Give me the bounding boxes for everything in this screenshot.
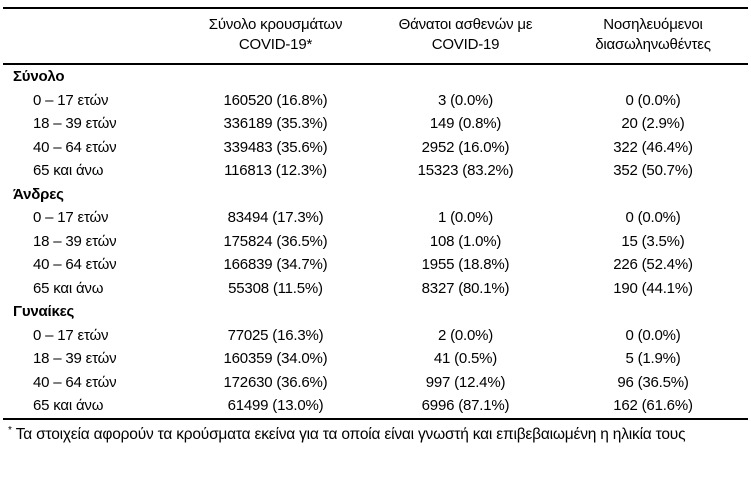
row-label: 40 – 64 ετών <box>33 256 117 274</box>
table-row: 0 – 17 ετών 77025 (16.3%) 2 (0.0%) 0 (0.… <box>3 324 748 348</box>
cell-deaths: 997 (12.4%) <box>425 373 506 391</box>
cell-total-cases: 336189 (35.3%) <box>223 115 328 133</box>
row-label: 18 – 39 ετών <box>33 232 117 250</box>
table-row: 18 – 39 ετών 175824 (36.5%) 108 (1.0%) 1… <box>3 230 748 254</box>
cell-deaths: 2 (0.0%) <box>437 326 494 344</box>
table-row: 0 – 17 ετών 83494 (17.3%) 1 (0.0%) 0 (0.… <box>3 206 748 230</box>
cell-intubated: 226 (52.4%) <box>613 256 693 274</box>
section-label-women: Γυναίκες <box>13 303 75 321</box>
cell-deaths: 8327 (80.1%) <box>421 279 510 297</box>
header-row: Σύνολο κρουσμάτων COVID-19* Θάνατοι ασθε… <box>3 8 748 65</box>
cell-intubated: 352 (50.7%) <box>613 162 693 180</box>
table-body: Σύνολο 0 – 17 ετών 160520 (16.8%) 3 (0.0… <box>3 64 748 419</box>
cell-intubated: 322 (46.4%) <box>613 138 693 156</box>
covid-age-table: Σύνολο κρουσμάτων COVID-19* Θάνατοι ασθε… <box>3 7 748 420</box>
row-label: 0 – 17 ετών <box>33 326 109 344</box>
cell-intubated: 96 (36.5%) <box>617 373 689 391</box>
section-header-row-women: Γυναίκες <box>3 300 748 324</box>
cell-total-cases: 83494 (17.3%) <box>227 209 324 227</box>
cell-intubated: 0 (0.0%) <box>625 209 681 227</box>
row-label: 40 – 64 ετών <box>33 373 117 391</box>
table-row: 40 – 64 ετών 166839 (34.7%) 1955 (18.8%)… <box>3 253 748 277</box>
row-label: 0 – 17 ετών <box>33 209 109 227</box>
cell-deaths: 41 (0.5%) <box>433 350 498 368</box>
table-row: 0 – 17 ετών 160520 (16.8%) 3 (0.0%) 0 (0… <box>3 89 748 113</box>
footnote: * Τα στοιχεία αφορούν τα κρούσματα εκείνα… <box>3 420 751 444</box>
table-row: 40 – 64 ετών 172630 (36.6%) 997 (12.4%) … <box>3 371 748 395</box>
cell-intubated: 162 (61.6%) <box>613 397 693 415</box>
cell-total-cases: 175824 (36.5%) <box>223 232 328 250</box>
cell-deaths: 3 (0.0%) <box>437 91 494 109</box>
column-header-total-cases-line1: Σύνολο κρουσμάτων <box>208 16 343 33</box>
column-header-deaths-line2: COVID-19 <box>431 36 500 53</box>
table-row: 65 και άνω 55308 (11.5%) 8327 (80.1%) 19… <box>3 277 748 301</box>
row-label: 65 και άνω <box>33 279 104 297</box>
header-empty-cell <box>3 8 178 65</box>
cell-total-cases: 77025 (16.3%) <box>227 326 324 344</box>
table-row: 65 και άνω 61499 (13.0%) 6996 (87.1%) 16… <box>3 394 748 419</box>
cell-deaths: 1 (0.0%) <box>437 209 494 227</box>
cell-total-cases: 55308 (11.5%) <box>228 279 323 297</box>
table-row: 18 – 39 ετών 160359 (34.0%) 41 (0.5%) 5 … <box>3 347 748 371</box>
cell-total-cases: 166839 (34.7%) <box>223 256 328 274</box>
table-row: 40 – 64 ετών 339483 (35.6%) 2952 (16.0%)… <box>3 136 748 160</box>
cell-intubated: 20 (2.9%) <box>621 115 685 133</box>
row-label: 65 και άνω <box>33 397 104 415</box>
column-header-total-cases: Σύνολο κρουσμάτων COVID-19* <box>178 8 373 65</box>
column-header-deaths: Θάνατοι ασθενών με COVID-19 <box>373 8 558 65</box>
cell-deaths: 6996 (87.1%) <box>421 397 510 415</box>
cell-total-cases: 160359 (34.0%) <box>223 350 328 368</box>
footnote-text: Τα στοιχεία αφορούν τα κρούσματα εκείνα … <box>15 425 686 443</box>
cell-total-cases: 61499 (13.0%) <box>227 397 324 415</box>
cell-deaths: 2952 (16.0%) <box>421 138 510 156</box>
cell-total-cases: 116813 (12.3%) <box>224 162 327 180</box>
column-header-intubated: Νοσηλευόμενοι διασωληνωθέντες <box>558 8 748 65</box>
cell-intubated: 5 (1.9%) <box>625 350 681 368</box>
table-row: 18 – 39 ετών 336189 (35.3%) 149 (0.8%) 2… <box>3 112 748 136</box>
section-header-row-total: Σύνολο <box>3 64 748 89</box>
section-label-total: Σύνολο <box>13 68 65 86</box>
footnote-asterisk-marker: * <box>8 424 12 436</box>
cell-total-cases: 160520 (16.8%) <box>223 91 328 109</box>
row-label: 0 – 17 ετών <box>33 91 109 109</box>
cell-total-cases: 339483 (35.6%) <box>223 138 328 156</box>
column-header-total-cases-line2: COVID-19* <box>238 36 313 53</box>
cell-intubated: 190 (44.1%) <box>613 279 693 297</box>
section-header-row-men: Άνδρες <box>3 183 748 207</box>
cell-deaths: 108 (1.0%) <box>429 232 502 250</box>
row-label: 18 – 39 ετών <box>33 115 117 133</box>
table-row: 65 και άνω 116813 (12.3%) 15323 (83.2%) … <box>3 159 748 183</box>
cell-deaths: 1955 (18.8%) <box>421 256 510 274</box>
cell-intubated: 0 (0.0%) <box>625 326 681 344</box>
column-header-deaths-line1: Θάνατοι ασθενών με <box>398 16 533 33</box>
row-label: 65 και άνω <box>33 162 104 180</box>
row-label: 40 – 64 ετών <box>33 138 117 156</box>
cell-total-cases: 172630 (36.6%) <box>223 373 328 391</box>
cell-deaths: 15323 (83.2%) <box>417 162 514 180</box>
table-header: Σύνολο κρουσμάτων COVID-19* Θάνατοι ασθε… <box>3 8 748 65</box>
column-header-intubated-line1: Νοσηλευόμενοι <box>603 16 703 33</box>
column-header-intubated-line2: διασωληνωθέντες <box>595 36 711 53</box>
section-label-men: Άνδρες <box>13 185 64 203</box>
cell-deaths: 149 (0.8%) <box>429 115 502 133</box>
cell-intubated: 0 (0.0%) <box>625 91 681 109</box>
row-label: 18 – 39 ετών <box>33 350 117 368</box>
cell-intubated: 15 (3.5%) <box>621 232 685 250</box>
